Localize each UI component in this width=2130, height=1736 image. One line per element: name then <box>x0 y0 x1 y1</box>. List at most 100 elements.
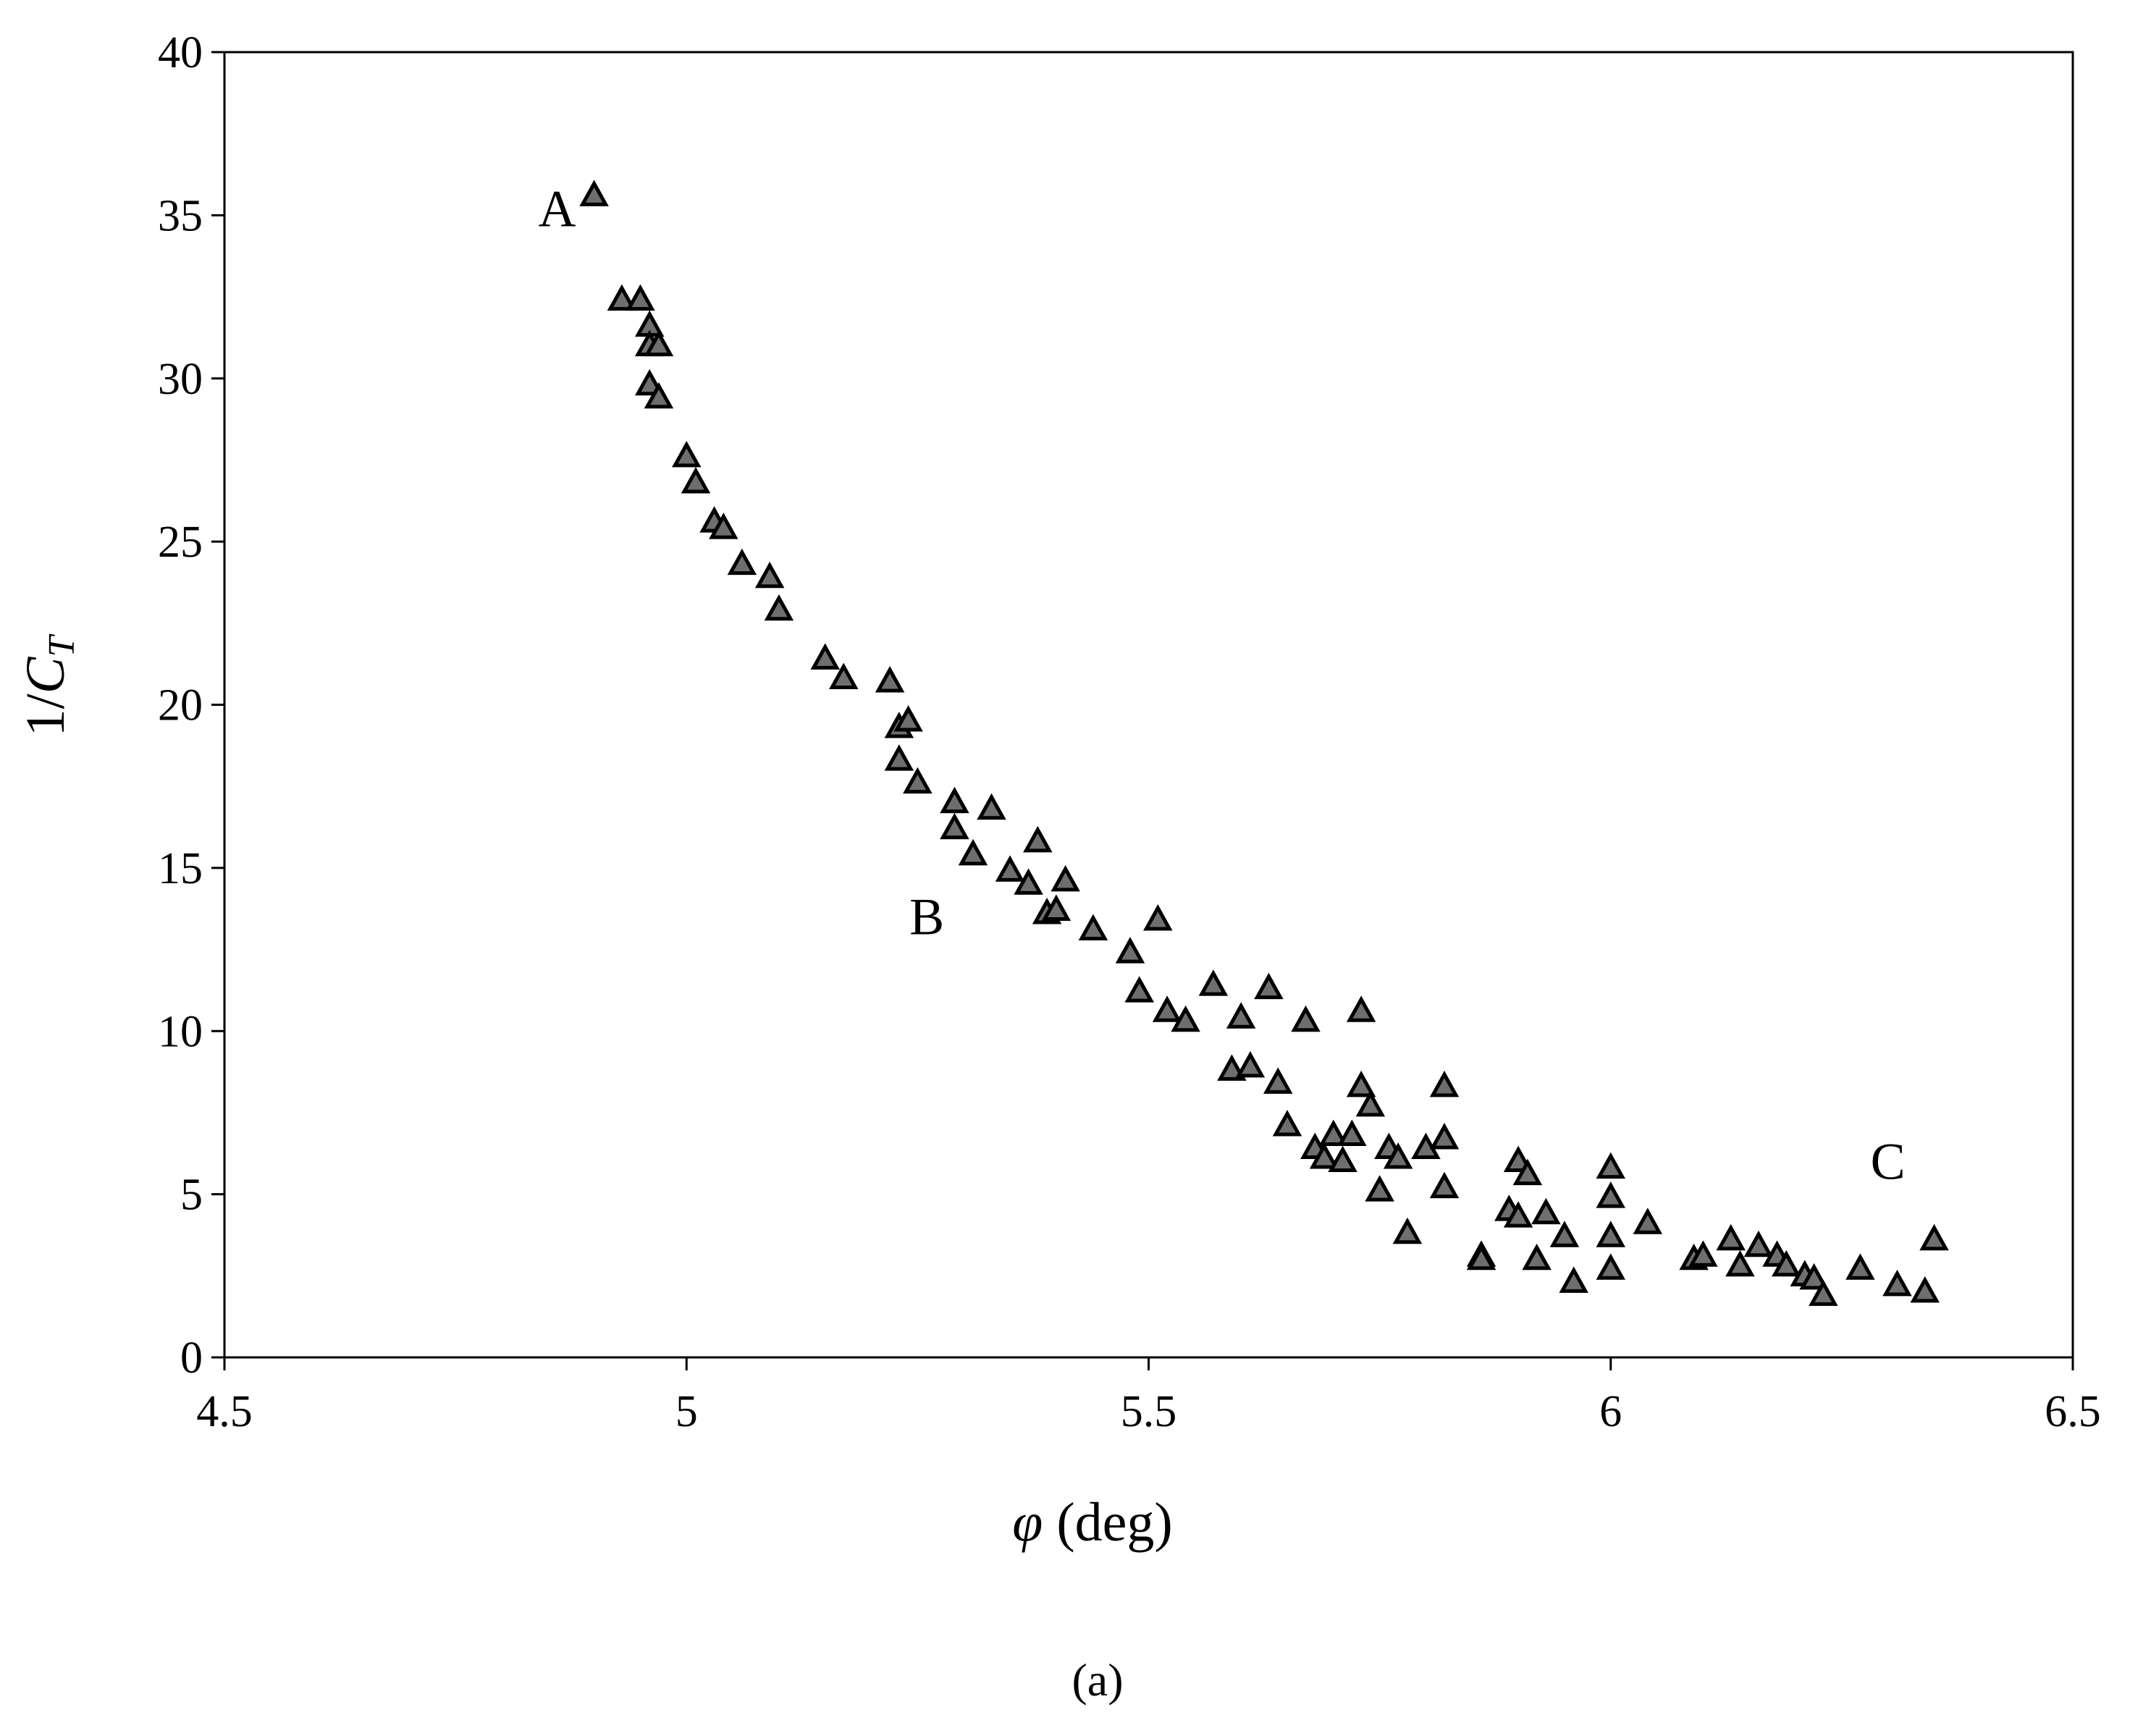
annotation-label-c: C <box>1871 1133 1906 1191</box>
plot-area-border <box>223 51 2074 1359</box>
data-point <box>727 548 757 576</box>
data-point <box>1115 937 1145 964</box>
x-tick-label: 6 <box>1599 1387 1622 1436</box>
figure-caption: (a) <box>1072 1654 1123 1706</box>
data-point <box>1845 1253 1875 1280</box>
y-axis-title-subscript: T <box>41 634 83 657</box>
x-axis-title: φ (deg) <box>1012 1492 1172 1553</box>
y-tick-label: 10 <box>158 1007 203 1056</box>
data-point <box>1318 1119 1349 1146</box>
data-point <box>1549 1221 1580 1247</box>
y-tick-label: 40 <box>158 28 203 77</box>
data-point <box>1365 1175 1394 1202</box>
data-point <box>810 643 840 670</box>
data-point <box>681 467 711 494</box>
data-point <box>1466 1243 1497 1271</box>
axis-ticks: 4.5 5 5.5 6 6.5 0 5 10 15 20 25 30 35 40 <box>158 28 2101 1436</box>
data-point <box>995 855 1025 882</box>
data-point <box>1429 1171 1460 1199</box>
data-point <box>1743 1230 1774 1257</box>
data-point <box>764 594 794 621</box>
data-point <box>1522 1243 1552 1271</box>
data-point <box>1254 972 1284 1000</box>
annotation-label-b: B <box>909 888 944 945</box>
y-tick-label: 15 <box>158 844 203 893</box>
data-point <box>1919 1223 1949 1251</box>
y-axis-title-prefix: 1/ <box>15 693 76 736</box>
data-point <box>1078 914 1108 941</box>
data-point <box>672 440 702 468</box>
data-point <box>977 793 1006 820</box>
data-point <box>1503 1201 1533 1228</box>
x-tick-label: 5.5 <box>1121 1387 1177 1436</box>
data-point <box>1355 1090 1386 1117</box>
data-point <box>1014 868 1043 895</box>
y-tick-label: 20 <box>158 681 203 730</box>
data-point <box>1272 1110 1302 1137</box>
data-point <box>893 705 923 732</box>
data-point <box>1051 864 1080 892</box>
x-tick-label: 5 <box>675 1387 698 1436</box>
data-point <box>1799 1263 1829 1290</box>
data-point <box>754 561 785 589</box>
data-point <box>1512 1158 1543 1186</box>
data-point <box>1124 976 1154 1003</box>
data-point <box>1910 1276 1940 1303</box>
y-tick-label: 35 <box>158 191 203 240</box>
data-point <box>1429 1123 1460 1150</box>
data-point <box>1328 1145 1357 1173</box>
data-point <box>1337 1119 1367 1146</box>
data-point <box>1882 1269 1912 1297</box>
data-point <box>579 180 609 206</box>
data-point <box>1171 1005 1200 1032</box>
data-point <box>1152 995 1182 1022</box>
data-point <box>829 662 859 689</box>
x-axis-title-unit: (deg) <box>1043 1492 1172 1553</box>
data-point <box>940 812 969 840</box>
data-point <box>1143 904 1173 931</box>
x-tick-label: 4.5 <box>196 1387 253 1436</box>
data-point <box>1198 969 1229 996</box>
data-point <box>1023 825 1053 853</box>
data-point <box>644 329 674 357</box>
data-point <box>1392 1217 1423 1244</box>
data-point <box>1772 1250 1801 1277</box>
annotation-label-a: A <box>539 180 576 237</box>
data-point <box>607 284 637 311</box>
y-tick-label: 0 <box>180 1333 203 1383</box>
data-point <box>644 382 674 409</box>
data-point <box>958 838 988 866</box>
data-point <box>1383 1142 1413 1169</box>
data-point <box>1559 1266 1588 1293</box>
data-point <box>1346 995 1376 1022</box>
data-point <box>884 744 914 771</box>
data-point <box>903 767 933 794</box>
data-point <box>626 284 655 311</box>
data-point <box>875 665 905 693</box>
x-axis-title-symbol: φ <box>1012 1492 1043 1553</box>
x-tick-label: 6.5 <box>2045 1387 2101 1436</box>
annotations: A B C <box>539 180 1906 1190</box>
data-points <box>579 180 1949 1306</box>
data-point <box>1688 1240 1718 1267</box>
data-point <box>1291 1005 1321 1032</box>
data-point <box>1596 1181 1625 1208</box>
y-tick-label: 25 <box>158 518 203 567</box>
y-tick-label: 30 <box>158 355 203 404</box>
data-point <box>1596 1221 1625 1247</box>
data-point <box>1633 1208 1663 1234</box>
data-point <box>1263 1067 1293 1094</box>
y-tick-label: 5 <box>180 1171 203 1220</box>
data-point <box>1235 1050 1266 1078</box>
y-axis-title-variable: C <box>15 656 76 694</box>
data-point <box>1596 1152 1625 1179</box>
data-point <box>1725 1250 1755 1277</box>
data-point <box>1309 1142 1339 1169</box>
data-point <box>1226 1002 1256 1029</box>
data-point <box>1041 894 1072 921</box>
data-point <box>709 513 738 539</box>
data-point <box>1429 1070 1460 1097</box>
axes-frame <box>223 51 2074 1359</box>
